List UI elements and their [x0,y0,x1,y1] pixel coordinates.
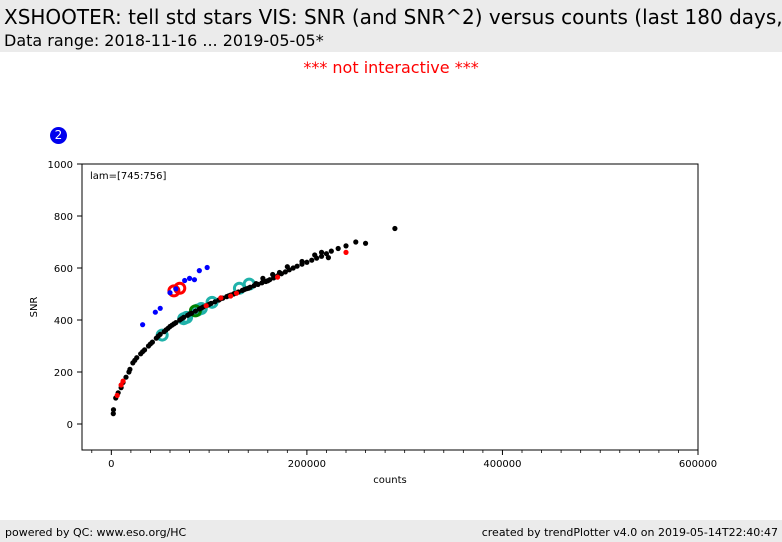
data-point [167,290,173,296]
snr-vs-counts-chart: 0 200000 400000 600000 0 200 400 600 800 1000 coun… [29,160,717,486]
page-title: XSHOOTER: tell std stars VIS: SNR (and S… [4,5,782,29]
data-point [179,316,185,322]
data-point [270,271,276,278]
data-point [155,333,161,339]
data-point [167,323,173,330]
data-point [110,407,117,413]
data-point [118,382,124,388]
header-bar: XSHOOTER: tell std stars VIS: SNR (and S… [0,0,782,52]
data-point [126,369,132,375]
x-tick-label: 400000 [483,459,521,470]
data-point [157,305,163,311]
data-point [284,264,290,270]
data-point [325,255,331,261]
data-point [110,411,116,417]
data-point [274,274,281,280]
data-point [290,265,296,271]
x-axis-label: counts [373,475,406,486]
data-point [123,374,129,380]
y-tick-label: 1000 [48,160,73,171]
data-point [276,269,283,276]
data-point [132,357,138,363]
data-point [191,277,198,283]
data-point [392,225,398,232]
data-point [233,290,240,296]
data-point [196,268,202,274]
data-point [253,281,259,287]
axes-frame [81,163,699,451]
y-tick-label: 400 [54,316,73,327]
data-point [353,239,359,245]
data-point [304,259,310,265]
data-point [140,322,146,328]
data-point [282,269,288,275]
data-point [140,349,146,355]
data-point [299,258,305,265]
data-point [171,321,177,327]
data-point [318,249,325,255]
powered-by-link[interactable]: powered by QC: www.eso.org/HC [5,526,187,539]
data-point [152,309,158,315]
data-point [163,327,169,333]
x-tick-label: 0 [108,459,114,470]
data-point [173,286,179,292]
data-point [343,249,349,255]
lambda-range-annotation: lam=[745:756] [90,171,166,182]
data-point [265,278,271,284]
data-point [114,392,120,398]
data-point [212,299,218,305]
data-point [192,308,199,314]
data-point [309,257,315,263]
data-point [182,277,188,284]
data-point [343,243,349,249]
data-point [362,240,369,246]
data-point [259,280,265,286]
data-point [218,295,224,301]
data-point [318,253,325,259]
data-point [312,252,318,258]
data-point [294,263,300,269]
y-tick-label: 800 [54,212,73,223]
data-point [323,251,330,257]
data-point [260,275,266,281]
created-by-text: created by trendPlotter v4.0 on 2019-05-… [481,526,778,539]
data-point [204,264,210,271]
data-point [198,305,204,311]
y-tick-label: 200 [54,368,73,379]
data-point [120,378,126,384]
x-tick-label: 600000 [679,459,717,470]
y-tick-label: 600 [54,264,73,275]
data-point [241,286,247,293]
not-interactive-notice: *** not interactive *** [303,58,479,77]
x-tick-label: 200000 [288,459,326,470]
y-tick-label: 0 [67,420,73,431]
data-point [147,341,154,347]
data-point [328,248,334,254]
data-point [186,311,193,317]
plot-area: 0 200000 400000 600000 0 200 400 600 800 1000 coun… [29,160,717,486]
y-axis-label: SNR [29,297,40,318]
data-point [335,245,341,252]
data-point [245,285,251,291]
data-point [186,275,193,281]
data-point [203,303,209,309]
data-range-subtitle: Data range: 2018-11-16 ... 2019-05-05* [4,31,324,50]
plot-number-badge[interactable]: 2 [50,127,67,144]
footer-bar: powered by QC: www.eso.org/HC created by… [0,520,782,542]
data-point [228,293,234,299]
